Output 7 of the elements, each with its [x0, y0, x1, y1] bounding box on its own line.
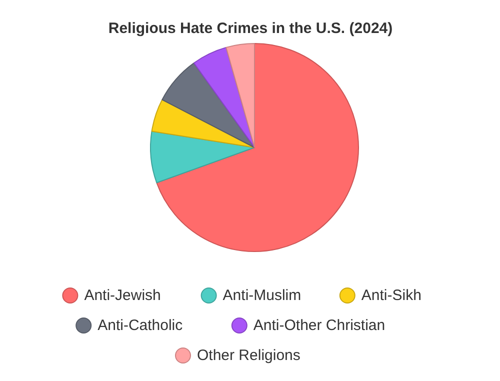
- legend-label: Other Religions: [197, 347, 300, 364]
- legend-label: Anti-Catholic: [98, 317, 184, 334]
- legend-label: Anti-Sikh: [361, 287, 422, 304]
- legend-label: Anti-Muslim: [222, 287, 302, 304]
- chart-title: Religious Hate Crimes in the U.S. (2024): [108, 20, 393, 37]
- legend-label: Anti-Jewish: [84, 287, 161, 304]
- legend-label: Anti-Other Christian: [253, 317, 386, 334]
